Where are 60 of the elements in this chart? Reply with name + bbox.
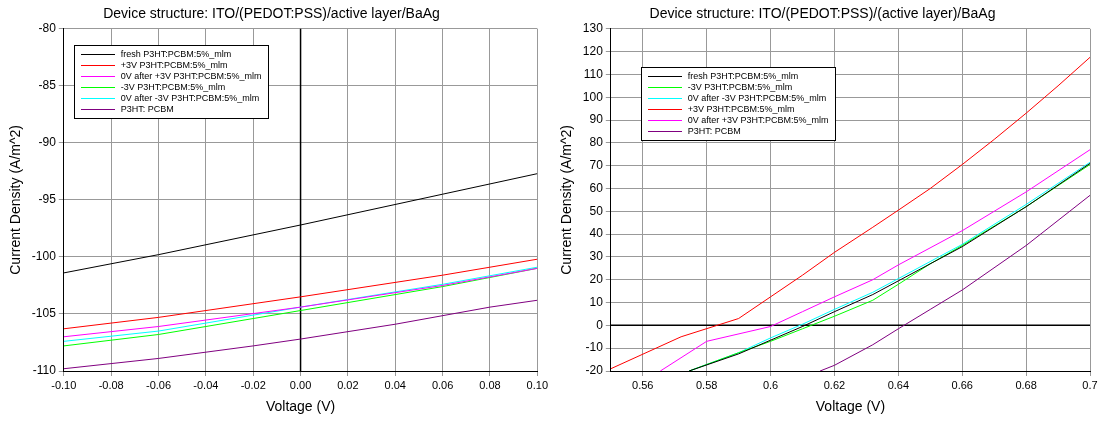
x-tick-label: 0.56 — [632, 378, 654, 391]
x-axis-title: Voltage (V) — [815, 398, 886, 415]
y-tick-label: -95 — [38, 192, 57, 207]
y-axis-title: Current Density (A/m^2) — [558, 125, 575, 275]
x-tick-label: 0.62 — [823, 378, 846, 391]
legend-label: -3V P3HT:PCBM:5%_mlm — [687, 82, 793, 93]
y-tick-label: 80 — [589, 135, 604, 150]
y-tick-label: 90 — [589, 112, 604, 127]
x-tick-label: 0.04 — [384, 378, 406, 391]
legend-label: +3V P3HT:PCBM:5%_mlm — [120, 60, 228, 71]
y-tick-label: -90 — [38, 135, 57, 150]
legend-label: P3HT: PCBM — [687, 126, 741, 137]
x-tick-label: 0.68 — [1015, 378, 1037, 391]
y-tick-label: -105 — [31, 306, 57, 321]
x-tick-label: 0.00 — [289, 378, 312, 391]
legend-label: -3V P3HT:PCBM:5%_mlm — [120, 82, 226, 93]
y-tick-label: -85 — [38, 78, 57, 93]
chart-title: Device structure: ITO/(PEDOT:PSS)/active layer/BaAg — [103, 5, 440, 22]
y-axis-title: Current Density (A/m^2) — [7, 125, 24, 275]
legend-label: fresh P3HT:PCBM:5%_mlm — [120, 49, 232, 60]
x-tick-label: 0.66 — [951, 378, 973, 391]
chart-title: Device structure: ITO/(PEDOT:PSS)/(active layer)/BaAg — [649, 5, 996, 22]
y-tick-label: 100 — [582, 89, 604, 104]
legend-label: 0V after -3V P3HT:PCBM:5%_mlm — [687, 93, 827, 104]
y-tick-label: 70 — [589, 157, 604, 172]
y-tick-label: 60 — [589, 180, 604, 195]
x-tick-label: 0.6 — [762, 378, 779, 391]
x-tick-label: 0.7 — [1082, 378, 1098, 391]
y-tick-label: 50 — [589, 203, 604, 218]
x-tick-label: 0.06 — [431, 378, 454, 391]
x-tick-label: 0.64 — [887, 378, 910, 391]
y-tick-label: -80 — [38, 21, 57, 36]
y-tick-label: 10 — [589, 294, 604, 309]
y-tick-label: 30 — [589, 249, 604, 264]
y-tick-label: -100 — [31, 249, 57, 264]
x-tick-label: 0.08 — [479, 378, 501, 391]
y-tick-label: 120 — [582, 43, 604, 58]
legend-label: 0V after -3V P3HT:PCBM:5%_mlm — [120, 93, 260, 104]
legend-label: fresh P3HT:PCBM:5%_mlm — [687, 71, 799, 82]
x-tick-label: -0.02 — [240, 378, 266, 391]
x-tick-label: 0.02 — [337, 378, 359, 391]
y-tick-label: 40 — [589, 226, 604, 241]
x-tick-label: -0.06 — [145, 378, 172, 391]
legend-label: +3V P3HT:PCBM:5%_mlm — [687, 104, 795, 115]
y-tick-label: 0 — [596, 317, 604, 332]
y-tick-label: -110 — [32, 363, 57, 378]
x-tick-label: 0.58 — [695, 378, 718, 391]
x-tick-label: -0.10 — [51, 378, 77, 391]
x-axis-title: Voltage (V) — [265, 398, 336, 415]
y-tick-label: -20 — [585, 363, 604, 378]
x-tick-label: 0.10 — [526, 378, 549, 391]
x-tick-label: -0.08 — [98, 378, 124, 391]
legend-label: 0V after +3V P3HT:PCBM:5%_mlm — [687, 115, 829, 126]
y-tick-label: -10 — [585, 340, 604, 355]
y-tick-label: 20 — [589, 272, 604, 287]
y-tick-label: 130 — [582, 21, 604, 36]
x-tick-label: -0.04 — [193, 378, 219, 391]
y-tick-label: 110 — [583, 66, 604, 81]
legend-label: 0V after +3V P3HT:PCBM:5%_mlm — [120, 71, 262, 82]
legend-label: P3HT: PCBM — [120, 104, 174, 115]
